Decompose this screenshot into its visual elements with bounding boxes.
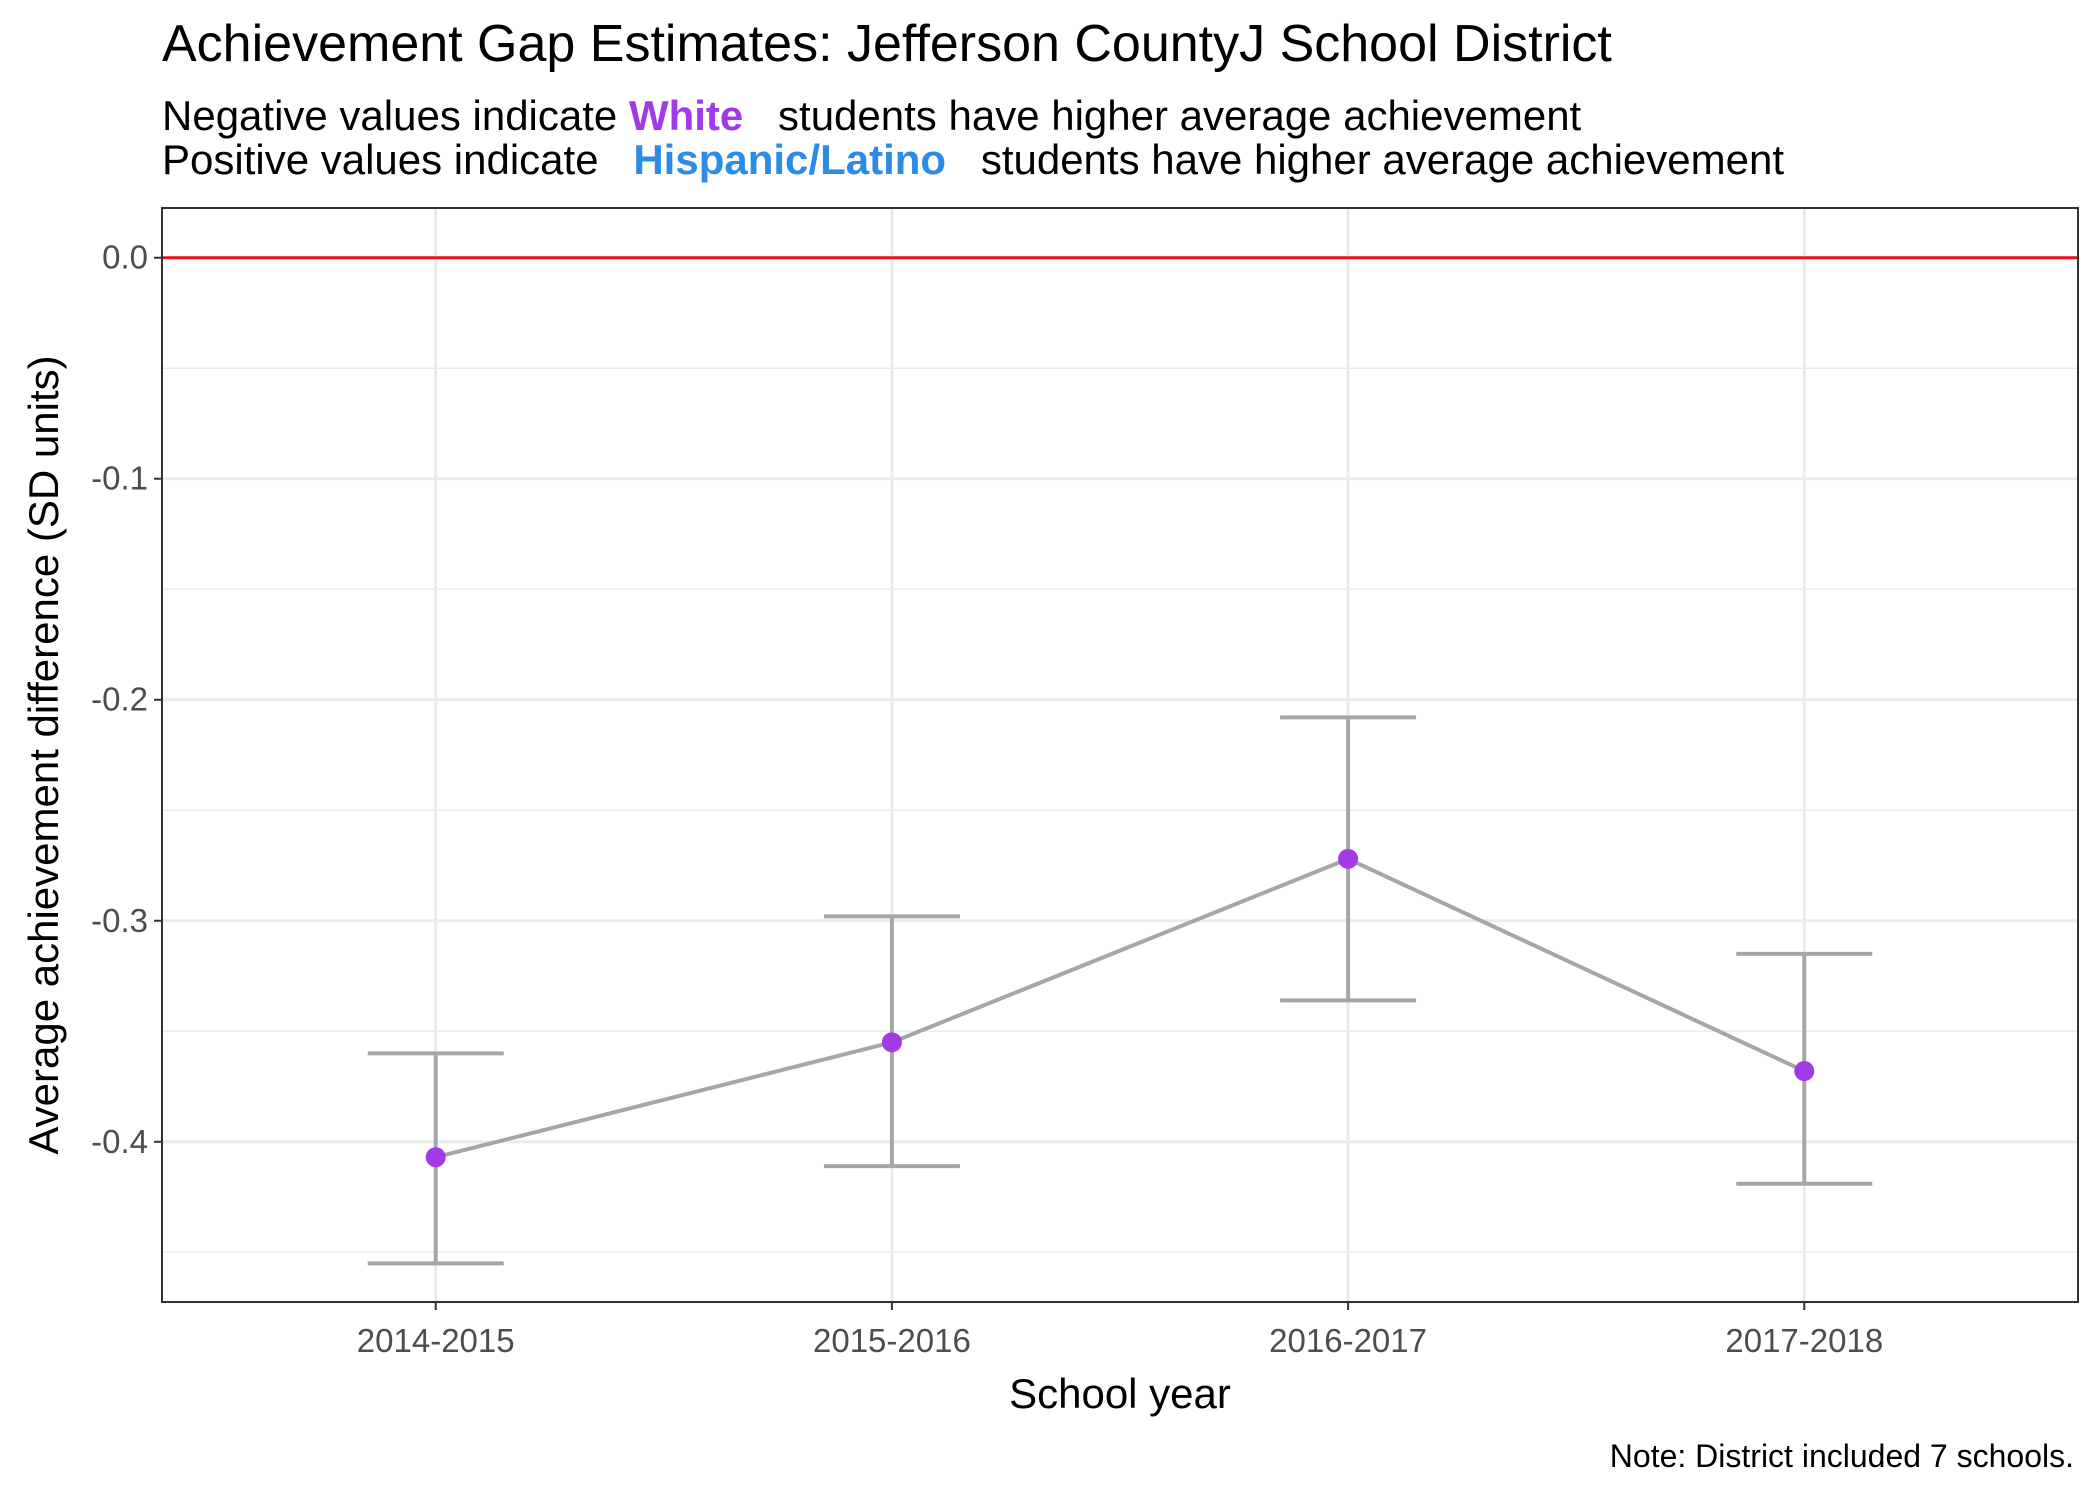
chart-caption: Note: District included 7 schools.	[1609, 1438, 2074, 1474]
subtitle-line-2: Positive values indicate Hispanic/Latino…	[162, 136, 1784, 184]
data-point-2015-2016	[881, 1032, 902, 1053]
y-tick-label: -0.2	[91, 681, 148, 718]
series-line	[435, 856, 1806, 1160]
subtitle-line-1: Negative values indicate White students …	[162, 92, 1581, 140]
y-axis-title: Average achievement difference (SD units…	[20, 355, 67, 1154]
subtitle-2-suffix: students have higher average achievement	[980, 136, 1785, 183]
y-tick-label: -0.4	[91, 1123, 148, 1160]
series-layer	[367, 715, 1873, 1266]
subtitle-2-prefix: Positive values indicate	[162, 136, 599, 183]
x-tick-label: 2014-2015	[357, 1322, 515, 1359]
subtitle-1-highlight-white: White	[628, 92, 744, 139]
data-point-2017-2018	[1794, 1061, 1815, 1082]
x-tick-label: 2017-2018	[1725, 1322, 1883, 1359]
chart-title: Achievement Gap Estimates: Jefferson Cou…	[162, 15, 1612, 73]
x-tick-label: 2015-2016	[813, 1322, 971, 1359]
data-point-2014-2015	[425, 1147, 446, 1168]
plot-panel-border	[161, 207, 2079, 1303]
y-tick-label: -0.3	[91, 902, 148, 939]
grid-layer	[162, 208, 2078, 1302]
x-tick-label: 2016-2017	[1269, 1322, 1427, 1359]
y-tick-label: 0.0	[102, 239, 148, 276]
axis-layer: 0.0 -0.1 -0.2 -0.3 -0.4 2014-2015 2015-2016 201…	[91, 239, 1883, 1359]
subtitle-1-prefix: Negative values indicate	[162, 92, 618, 139]
data-point-2016-2017	[1338, 848, 1359, 869]
subtitle-2-highlight-hispanic: Hispanic/Latino	[633, 136, 947, 183]
y-tick-label: -0.1	[91, 460, 148, 497]
x-axis-title: School year	[1009, 1370, 1231, 1417]
subtitle-1-suffix: students have higher average achievement	[778, 92, 1582, 139]
